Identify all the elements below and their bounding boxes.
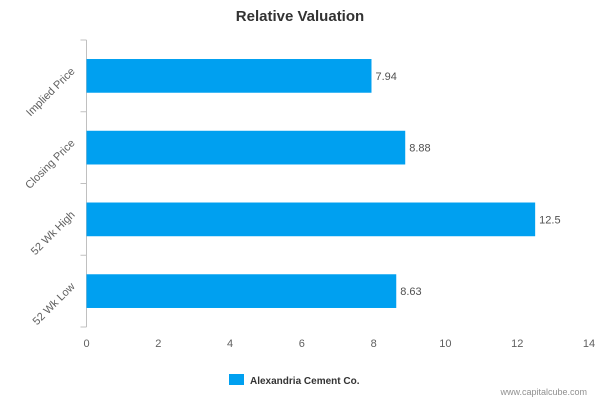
- value-label: 7.94: [375, 71, 396, 83]
- x-tick-labels: 0 2 4 6 8 10 12 14: [83, 338, 595, 350]
- x-tick-label: 10: [439, 338, 451, 350]
- x-tick-label: 6: [299, 338, 305, 350]
- value-label: 8.88: [409, 143, 430, 155]
- x-tick-label: 0: [83, 338, 89, 350]
- x-tick-label: 4: [227, 338, 233, 350]
- bar[interactable]: [86, 130, 406, 165]
- category-ticks: [80, 39, 87, 328]
- category-labels: Implied Price Closing Price 52 Wk High 52 W…: [23, 66, 77, 328]
- legend[interactable]: Alexandria Cement Co.: [229, 374, 360, 387]
- chart-title: Relative Valuation: [236, 8, 364, 25]
- x-tick-label: 2: [155, 338, 161, 350]
- credit-text: www.capitalcube.com: [499, 387, 587, 397]
- category-label: 52 Wk High: [29, 209, 78, 258]
- category-label: Implied Price: [24, 66, 77, 119]
- x-tick-label: 8: [371, 338, 377, 350]
- value-labels: 7.94 8.88 12.5 8.63: [375, 71, 560, 298]
- x-tick-label: 12: [511, 338, 523, 350]
- category-label: 52 Wk Low: [31, 281, 78, 328]
- x-tick-label: 14: [583, 338, 595, 350]
- bars: [86, 59, 536, 308]
- legend-label: Alexandria Cement Co.: [250, 376, 360, 387]
- bar[interactable]: [86, 59, 372, 93]
- bar[interactable]: [86, 202, 536, 237]
- category-label: Closing Price: [23, 137, 77, 191]
- value-label: 12.5: [539, 214, 560, 226]
- bar[interactable]: [86, 274, 397, 308]
- legend-swatch: [229, 374, 244, 385]
- value-label: 8.63: [400, 286, 421, 298]
